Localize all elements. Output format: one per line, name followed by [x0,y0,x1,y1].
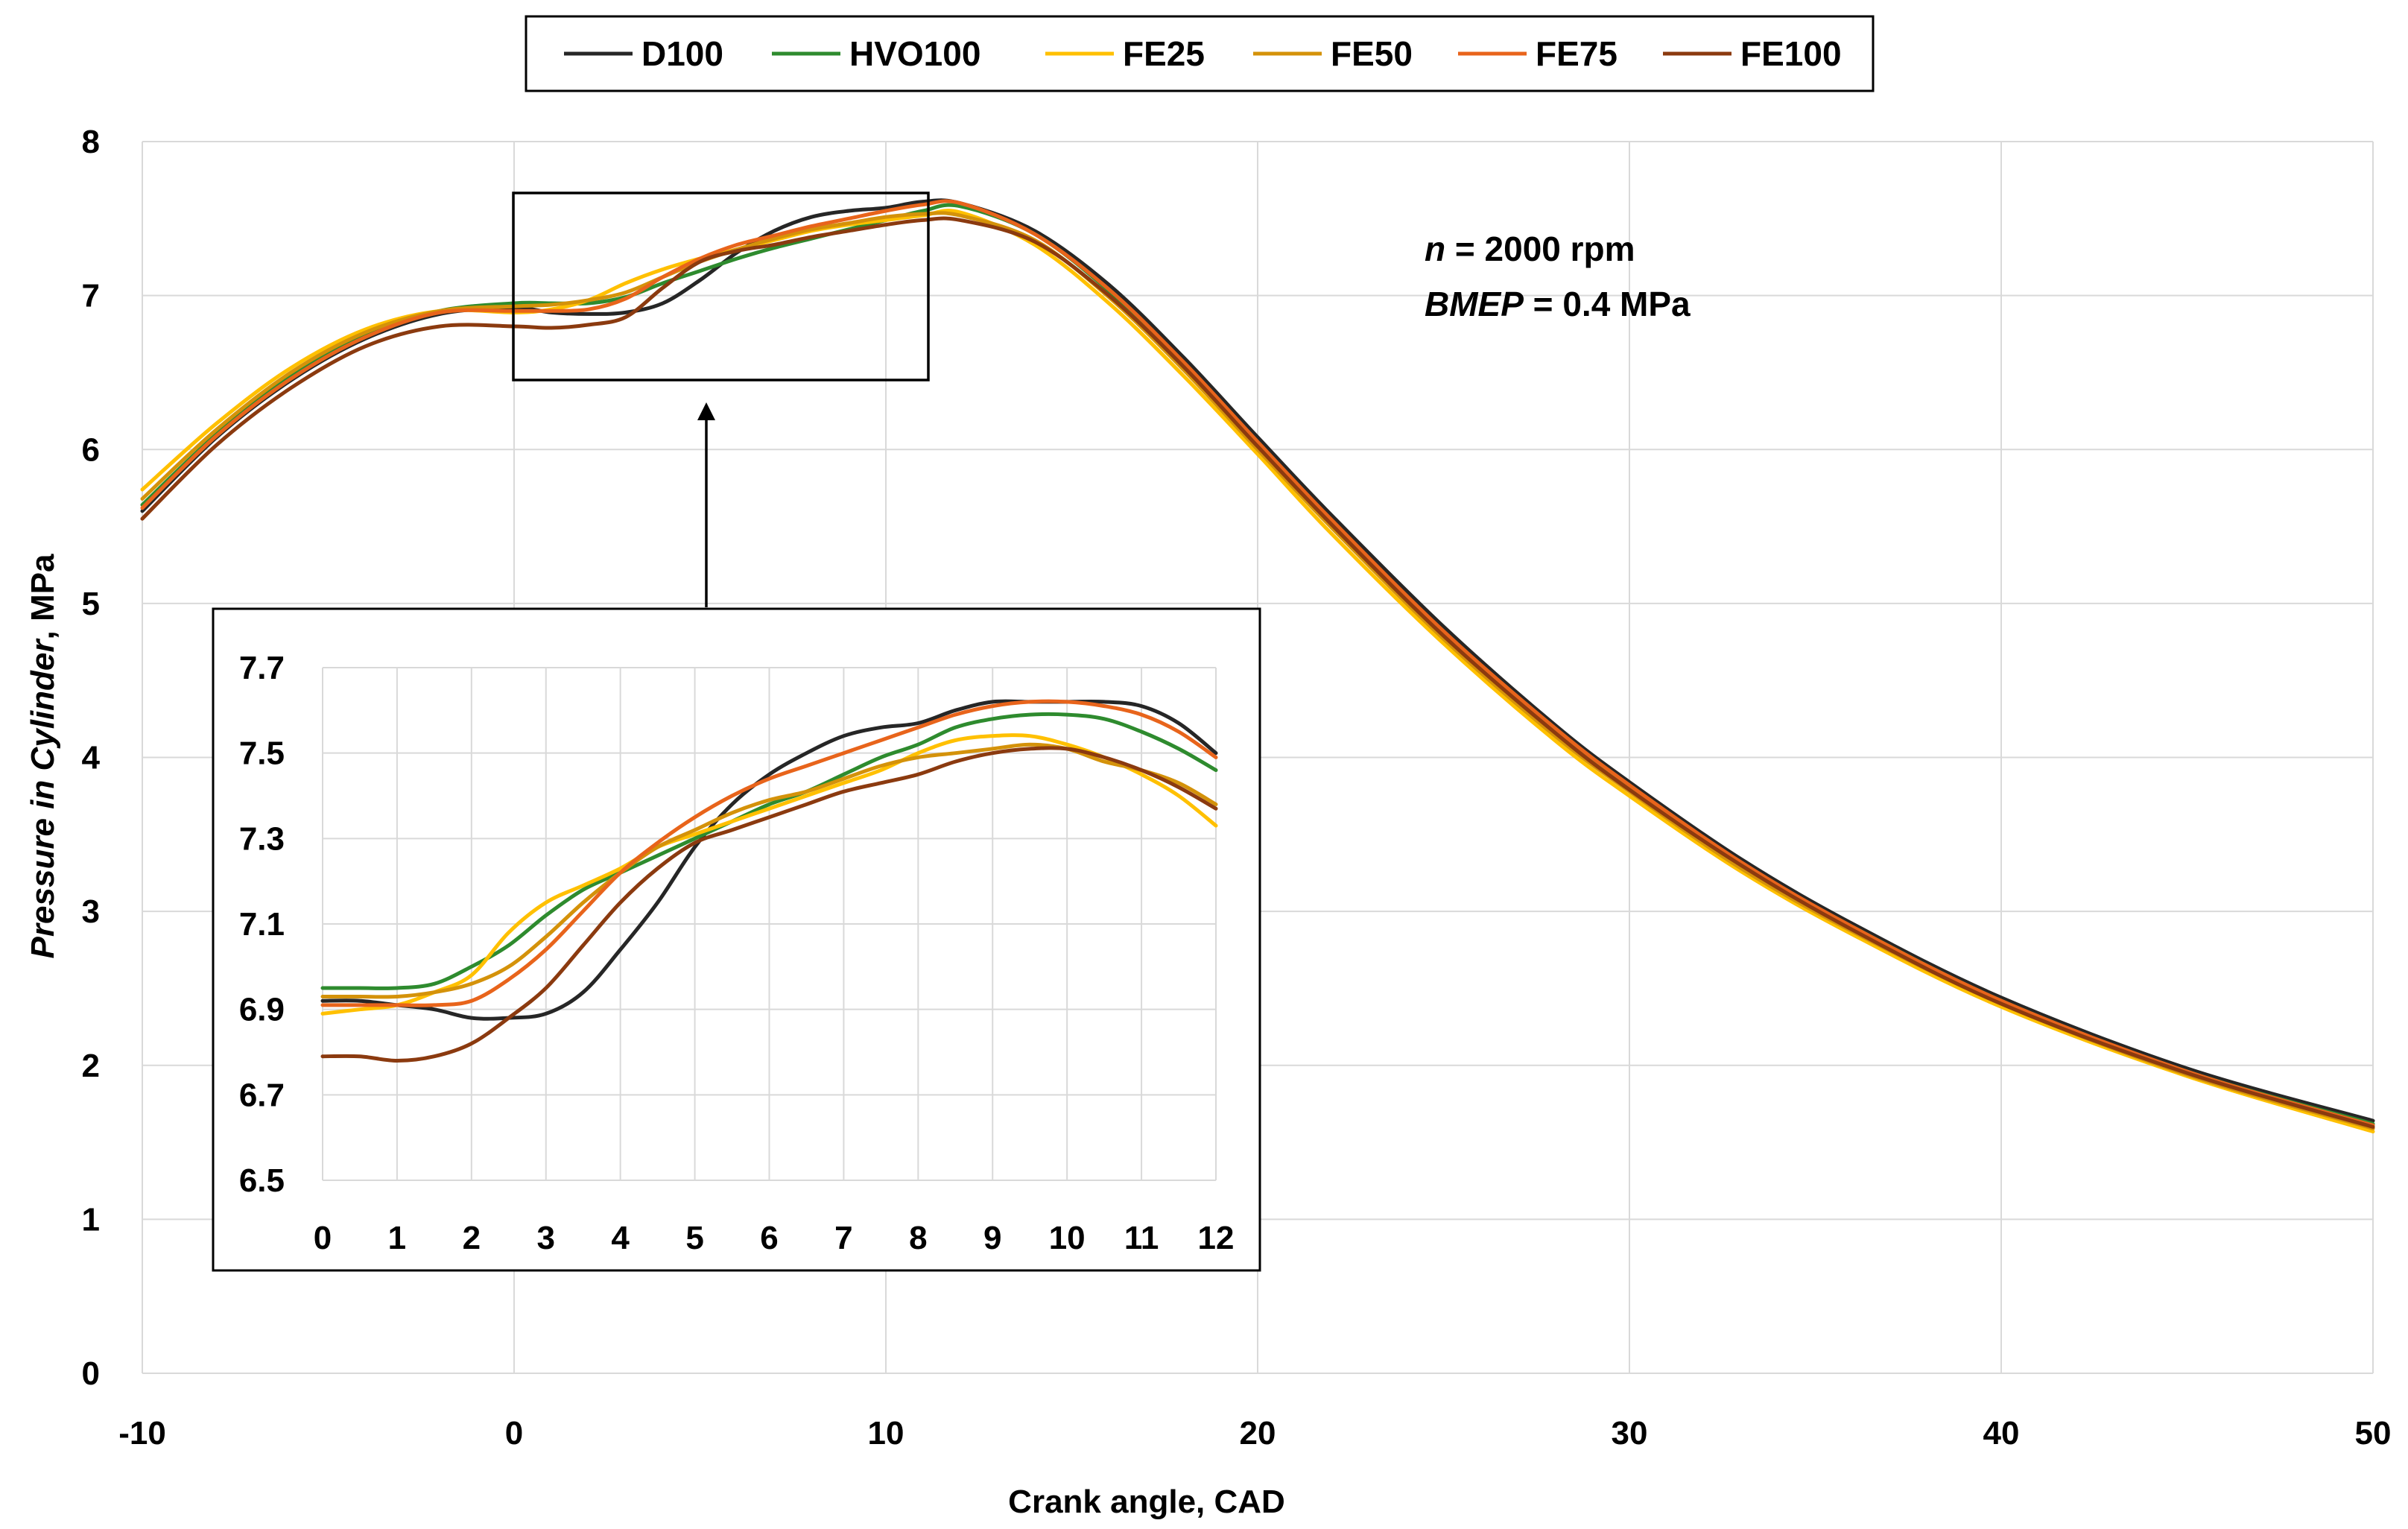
inset-y-tick-label: 7.3 [239,820,285,857]
inset-x-tick-label: 12 [1198,1220,1235,1256]
inset-x-tick-label: 3 [537,1220,555,1256]
inset-x-tick-label: 4 [611,1220,630,1256]
series-line-fe50 [140,211,2375,1130]
y-axis-title-unit: , MPa [25,554,61,639]
inset-x-tick-label: 11 [1124,1220,1159,1256]
x-tick-label: 40 [1983,1415,2020,1452]
y-tick-label: 0 [82,1355,100,1392]
y-tick-label: 6 [82,431,100,468]
inset-y-tick-label: 7.1 [239,906,285,943]
x-tick-label: 30 [1612,1415,1648,1452]
inset-x-tick-label: 1 [388,1220,406,1256]
inset-series-line-hvo100 [320,712,1218,990]
y-tick-label: 3 [82,893,100,930]
inset-y-tick-label: 7.7 [239,650,285,686]
zoom-arrow-head [697,402,715,420]
legend-label-fe25: FE25 [1123,34,1205,73]
inset-x-tick-label: 9 [983,1220,1001,1256]
y-tick-label: 5 [82,586,100,622]
inset-frame [212,607,1261,1272]
inset-x-tick-label: 2 [463,1220,481,1256]
inset-x-tick-label: 0 [314,1220,332,1256]
legend-label-fe75: FE75 [1536,34,1618,73]
zoom-region-box [512,191,930,382]
inset-y-tick-label: 6.9 [239,992,285,1028]
y-tick-label: 7 [82,278,100,314]
legend-label-hvo100: HVO100 [849,34,980,73]
inset-grid [322,667,1217,1181]
x-tick-label: -10 [118,1415,166,1452]
y-tick-label: 1 [82,1201,100,1238]
inset-x-tick-label: 6 [760,1220,778,1256]
annotation-speed-value: = 2000 rpm [1445,229,1635,268]
legend-label-fe50: FE50 [1331,34,1413,73]
x-tick-label: 20 [1240,1415,1276,1452]
y-tick-label: 8 [82,124,100,160]
annotation-bmep: BMEP = 0.4 MPa [1425,285,1691,323]
inset-y-tick-label: 6.7 [239,1077,285,1113]
legend-label-d100: D100 [641,34,723,73]
x-axis-title: Crank angle, CAD [1008,1484,1285,1520]
inset-y-tick-label: 7.5 [239,735,285,772]
inset-x-tick-label: 10 [1049,1220,1086,1256]
annotation-bmep-value: = 0.4 MPa [1524,285,1691,323]
inset-axis-ticks: 0 1 2 3 4 5 6 7 8 9 10 11 126.56.76.97.17.37.57.7 [239,650,1235,1256]
inset-x-tick-label: 7 [834,1220,852,1256]
inset-y-tick-label: 6.5 [239,1162,285,1199]
y-tick-label: 4 [82,740,101,776]
annotation-speed-var: n [1425,229,1445,268]
series-line-fe75 [140,199,2375,1127]
inset-series-line-fe75 [320,699,1218,1007]
x-tick-label: 50 [2355,1415,2392,1452]
annotation-speed: n = 2000 rpm [1425,229,1635,268]
y-tick-label: 2 [82,1048,100,1084]
x-tick-label: 10 [868,1415,904,1452]
legend-label-fe100: FE100 [1740,34,1842,73]
inset-series-line-fe25 [320,733,1218,1016]
inset-series [320,699,1218,1063]
annotation-bmep-var: BMEP [1425,285,1524,323]
x-tick-label: 0 [505,1415,523,1452]
y-axis-title: Pressure in Cylinder, MPa [25,554,61,958]
legend-items: D100 HVO100 FE25 FE50 FE75 FE100 [564,34,1842,73]
legend-box [525,15,1875,92]
inset-x-tick-label: 5 [685,1220,703,1256]
legend: D100 HVO100 FE25 FE50 FE75 FE100 [525,15,1875,92]
inset-x-tick-label: 8 [909,1220,927,1256]
y-axis-title-italic: Pressure in Cylinder [25,638,61,959]
inset-series-line-fe100 [320,746,1218,1063]
